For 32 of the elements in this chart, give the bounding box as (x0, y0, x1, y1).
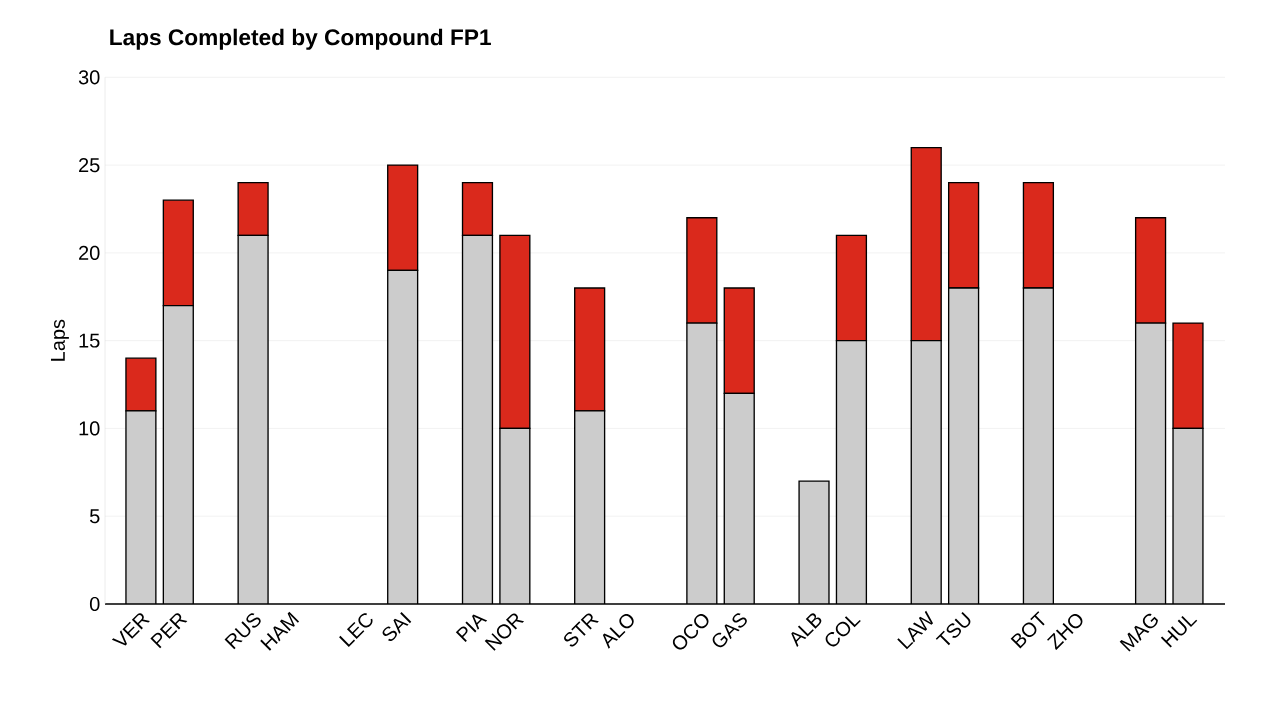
y-tick-label: 0 (89, 596, 100, 612)
bar (499, 428, 530, 604)
bar (686, 323, 717, 604)
y-axis-title: Laps (50, 319, 69, 361)
chart-title: Laps Completed by Compound FP1 (110, 28, 491, 50)
bar (836, 340, 867, 604)
bar (1023, 287, 1054, 604)
y-tick-label: 20 (79, 245, 100, 260)
bar (125, 410, 156, 604)
bar (574, 410, 605, 604)
bar (163, 305, 194, 604)
y-tick-label: 30 (78, 70, 100, 85)
bar (462, 235, 493, 604)
y-tick-label: 5 (89, 509, 100, 524)
x-tick-label: HUL (1160, 616, 1198, 648)
x-tick-label: TSU (935, 611, 971, 646)
bar (238, 235, 269, 604)
bar (911, 340, 942, 604)
y-tick-label: 10 (79, 421, 100, 436)
y-tick-label: 15 (79, 333, 100, 348)
bar (574, 287, 606, 412)
x-tick-label: SAI (382, 612, 412, 641)
bar (387, 270, 418, 604)
bar (799, 481, 829, 604)
bar (723, 287, 755, 394)
x-tick-label: VER (111, 613, 150, 646)
y-tick-label: 25 (79, 158, 100, 173)
x-tick-label: COL (825, 616, 861, 647)
bar (948, 287, 979, 604)
bar (1172, 427, 1204, 604)
bar (724, 393, 755, 604)
bar (1135, 323, 1166, 604)
